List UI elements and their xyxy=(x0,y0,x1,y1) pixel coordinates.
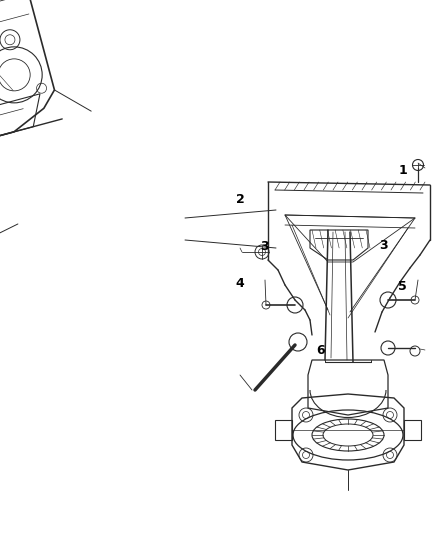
Text: 5: 5 xyxy=(398,280,406,293)
Text: 6: 6 xyxy=(316,344,325,357)
Text: 4: 4 xyxy=(236,277,244,290)
Text: 1: 1 xyxy=(399,164,407,177)
Text: 2: 2 xyxy=(236,193,244,206)
Text: 3: 3 xyxy=(260,240,268,253)
Text: 3: 3 xyxy=(379,239,388,252)
